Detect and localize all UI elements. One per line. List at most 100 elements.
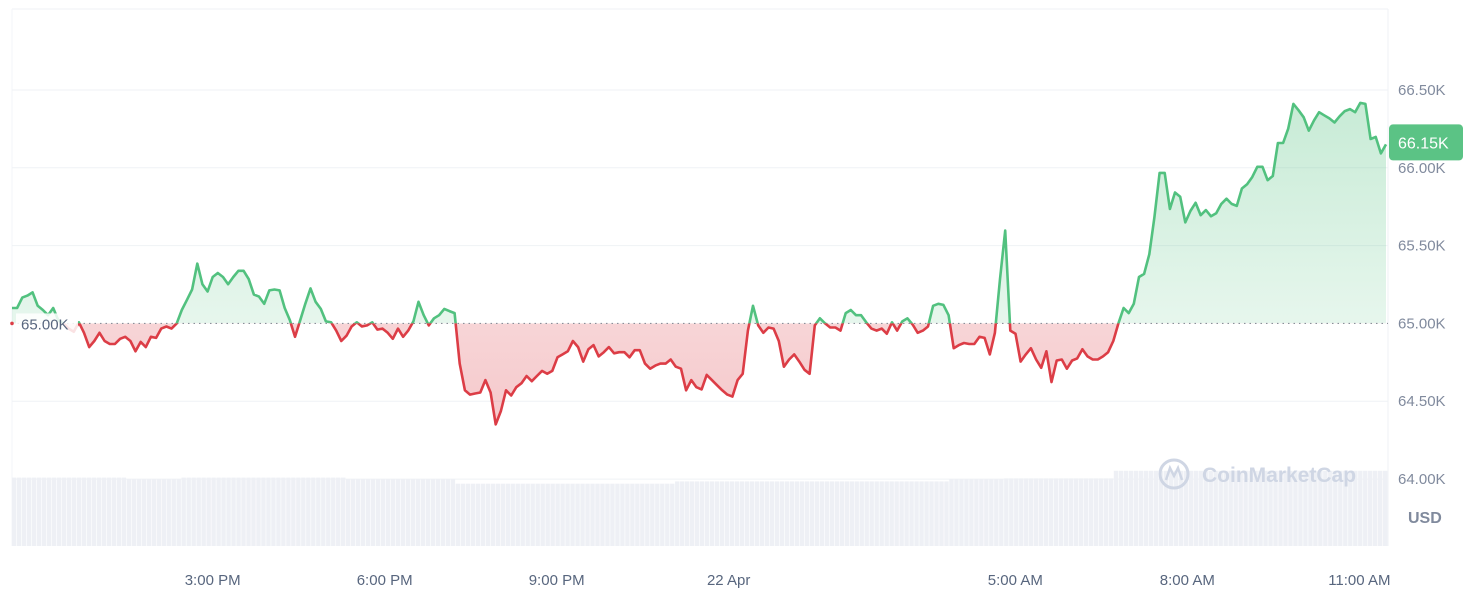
volume-bar: [1303, 470, 1308, 546]
volume-bar: [226, 477, 231, 546]
volume-bar: [91, 477, 97, 546]
volume-bar: [316, 477, 321, 546]
volume-bar: [635, 483, 640, 546]
volume-bar: [385, 479, 391, 546]
volume-bar: [311, 477, 316, 546]
volume-bar: [1198, 470, 1203, 546]
volume-bar: [236, 477, 241, 546]
volume-bar: [1068, 478, 1074, 546]
volume-bar: [276, 477, 281, 546]
coinmarketcap-logo-icon: [1158, 458, 1190, 490]
volume-bar: [291, 477, 296, 546]
volume-bar: [61, 477, 67, 546]
volume-bar: [914, 481, 919, 546]
volume-bar: [894, 481, 899, 546]
volume-bar: [769, 481, 775, 546]
volume-bar: [660, 483, 665, 546]
volume-bar: [1083, 478, 1089, 546]
volume-bar: [700, 481, 705, 546]
volume-bar: [121, 477, 127, 546]
x-tick-label: 9:00 PM: [529, 572, 585, 589]
volume-bar: [949, 479, 954, 546]
volume-bar: [615, 483, 620, 546]
volume-bar: [1208, 470, 1213, 546]
y-tick-label: 64.00K: [1398, 471, 1446, 488]
volume-bar: [465, 483, 471, 546]
volume-bar: [101, 477, 107, 546]
volume-bar: [1009, 478, 1014, 546]
volume-bar: [1039, 478, 1044, 546]
volume-bar: [1328, 470, 1333, 546]
volume-bar: [186, 477, 191, 546]
x-tick-label: 6:00 PM: [357, 572, 413, 589]
volume-bar: [944, 481, 949, 546]
baseline-label: 65.00K: [21, 316, 69, 333]
currency-unit-label: USD: [1408, 510, 1442, 527]
volume-bar: [1378, 470, 1383, 546]
volume-bar: [470, 483, 476, 546]
volume-bar: [954, 479, 959, 546]
volume-bar: [909, 481, 914, 546]
y-tick-label: 66.50K: [1398, 82, 1446, 99]
volume-bar: [1158, 470, 1164, 546]
volume-bar: [959, 479, 964, 546]
volume-bar: [415, 479, 421, 546]
volume-bar: [969, 479, 974, 546]
volume-bar: [585, 483, 590, 546]
volume-bar: [979, 479, 984, 546]
volume-bar: [301, 477, 306, 546]
volume-bar: [754, 481, 760, 546]
volume-bar: [904, 481, 909, 546]
volume-bar: [1078, 478, 1084, 546]
y-axis: 64.00K 64.50K 65.00K 65.50K 66.00K 66.50K: [1398, 82, 1446, 488]
volume-bar: [655, 483, 660, 546]
volume-bar: [974, 479, 979, 546]
volume-bar: [440, 479, 446, 546]
x-tick-label: 11:00 AM: [1328, 572, 1390, 589]
volume-bar: [889, 481, 894, 546]
volume-bar: [1004, 478, 1009, 546]
volume-bar: [794, 481, 800, 546]
volume-bar: [306, 477, 311, 546]
volume-bar: [685, 481, 690, 546]
volume-bar: [445, 479, 451, 546]
volume-bar: [1058, 478, 1064, 546]
volume-bar: [26, 477, 32, 546]
volume-bar: [774, 481, 780, 546]
volume-bar: [1024, 478, 1029, 546]
volume-bar: [919, 481, 924, 546]
volume-bar: [1333, 470, 1338, 546]
volume-bar: [141, 479, 147, 546]
volume-bar: [1118, 470, 1124, 546]
volume-bar: [450, 479, 456, 546]
volume-bar: [704, 481, 710, 546]
volume-bar: [1108, 478, 1114, 546]
volume-bar: [530, 483, 535, 546]
current-price-badge: 66.15K: [1389, 124, 1463, 161]
volume-bar: [1283, 470, 1288, 546]
volume-bar: [271, 477, 276, 546]
volume-bar: [331, 477, 336, 546]
volume-bar: [81, 477, 87, 546]
volume-bar: [1113, 470, 1119, 546]
volume-bar: [286, 477, 291, 546]
volume-bar: [1153, 470, 1159, 546]
volume-bar: [675, 481, 680, 546]
volume-bar: [540, 483, 545, 546]
volume-bar: [66, 477, 72, 546]
volume-bar: [1088, 478, 1094, 546]
volume-bar: [590, 483, 595, 546]
volume-bar: [176, 479, 181, 546]
volume-bar: [505, 483, 510, 546]
volume-bar: [106, 477, 112, 546]
volume-bar: [1373, 470, 1378, 546]
volume-bar: [410, 479, 416, 546]
volume-bar: [1183, 470, 1188, 546]
volume-bar: [1148, 470, 1154, 546]
volume-bar: [989, 479, 994, 546]
volume-bar: [1098, 478, 1104, 546]
volume-bar: [1238, 470, 1243, 546]
volume-bar: [884, 481, 889, 546]
volume-bar: [984, 479, 989, 546]
